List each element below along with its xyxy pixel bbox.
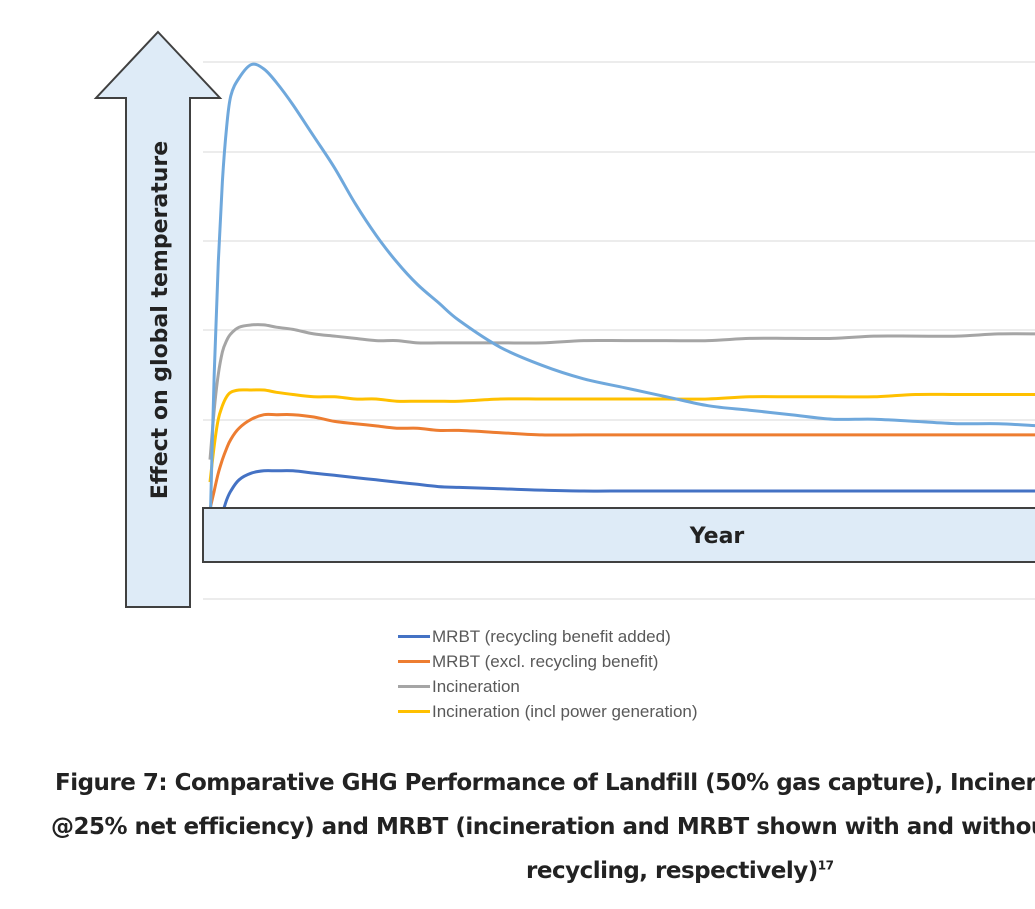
caption-line-2: @25% net efficiency) and MRBT (incinerat… — [51, 814, 1035, 840]
legend-label: MRBT (recycling benefit added) — [432, 626, 671, 646]
y-axis-arrow: Effect on global temperature — [93, 30, 223, 608]
legend-swatch — [398, 635, 430, 638]
legend-item: Incineration (incl power generation) — [398, 699, 698, 724]
series-line-incineration-incl-power-generation — [208, 388, 1035, 483]
caption-line-3-text: recycling, respectively) — [526, 858, 818, 884]
legend-label: Incineration — [432, 676, 520, 696]
legend-swatch — [398, 660, 430, 663]
footnote-marker: 17 — [817, 858, 834, 873]
series-lines — [208, 62, 1035, 509]
legend-swatch — [398, 710, 430, 713]
y-axis-label: Effect on global temperature — [148, 141, 173, 499]
caption-line-1: Figure 7: Comparative GHG Performance of… — [55, 770, 1035, 796]
series-line-landfill-50-gas-capture — [209, 62, 1035, 509]
series-line-mrbt-recycling-benefit-added — [222, 469, 1035, 509]
x-axis-label: Year — [689, 524, 745, 549]
legend-swatch — [398, 685, 430, 688]
figure-caption: Figure 7: Comparative GHG Performance of… — [0, 762, 1035, 909]
legend-item: Incineration — [398, 674, 698, 699]
legend-item: MRBT (recycling benefit added) — [398, 624, 698, 649]
legend-label: Incineration (incl power generation) — [432, 701, 698, 721]
series-line-incineration — [208, 323, 1035, 460]
legend-item: MRBT (excl. recycling benefit) — [398, 649, 698, 674]
legend-label: MRBT (excl. recycling benefit) — [432, 651, 659, 671]
series-line-mrbt-excl-recycling-benefit — [208, 412, 1035, 509]
caption-line-3: recycling, respectively)17 — [526, 858, 834, 884]
chart: Year Effect on global temperature — [93, 30, 1035, 608]
x-axis-box: Year — [202, 507, 1035, 563]
legend: MRBT (recycling benefit added) MRBT (excl… — [398, 624, 698, 724]
